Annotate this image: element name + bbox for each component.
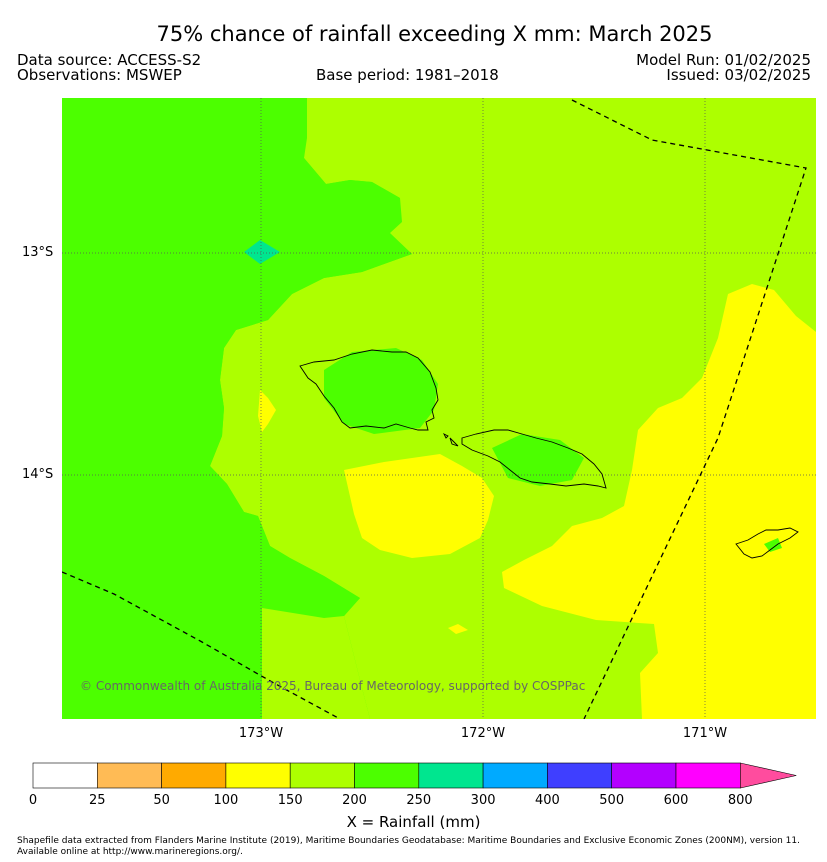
colorbar-title: X = Rainfall (mm): [346, 813, 481, 831]
colorbar: 0 25 50 100 150 200 250 300 400 500 600 800: [29, 762, 797, 806]
colorbar-swatch: [289, 762, 355, 789]
copyright-notice: © Commonwealth of Australia 2025, Bureau…: [80, 679, 585, 693]
colorbar-tick-label: 800: [728, 793, 753, 806]
colorbar-swatch: [675, 762, 741, 789]
lat-label-14s: 14°S: [22, 467, 54, 482]
colorbar-tick-label: 600: [664, 793, 689, 806]
colorbar-tick-label: 25: [89, 793, 106, 806]
colorbar-tick-label: 0: [29, 793, 37, 806]
colorbar-swatch: [547, 762, 613, 789]
footer-credit: Shapefile data extracted from Flanders M…: [17, 836, 800, 846]
colorbar-swatch: [418, 762, 484, 789]
rainfall-map: © Commonwealth of Australia 2025, Bureau…: [62, 98, 816, 719]
map-title: 75% chance of rainfall exceeding X mm: M…: [156, 22, 713, 46]
colorbar-tick-label: 100: [213, 793, 238, 806]
issued-date-text: Issued: 03/02/2025: [666, 66, 811, 84]
colorbar-swatch: [482, 762, 548, 789]
colorbar-tick-label: 500: [599, 793, 624, 806]
lon-label-173w: 173°W: [238, 726, 284, 741]
colorbar-tick-label: 50: [153, 793, 170, 806]
base-period-text: Base period: 1981–2018: [316, 66, 499, 84]
footer-url: Available online at http://www.marinereg…: [17, 847, 243, 857]
island-outlines: [299, 349, 799, 559]
colorbar-swatch: [611, 762, 677, 789]
lat-label-13s: 13°S: [22, 245, 54, 260]
observations-text: Observations: MSWEP: [17, 66, 182, 84]
lon-label-172w: 172°W: [460, 726, 506, 741]
colorbar-tick-label: 200: [342, 793, 367, 806]
colorbar-swatch: [225, 762, 291, 789]
rain-zone-100-150: [502, 284, 816, 719]
colorbar-swatch: [97, 762, 162, 789]
colorbar-tick-label: 400: [535, 793, 560, 806]
colorbar-tick-label: 150: [278, 793, 303, 806]
colorbar-tick-label: 300: [471, 793, 496, 806]
colorbar-swatch: [32, 762, 98, 789]
lon-label-171w: 171°W: [682, 726, 728, 741]
model-run-text: Model Run: 01/02/2025: [636, 51, 811, 69]
data-source-text: Data source: ACCESS-S2: [17, 51, 202, 69]
eez-boundary: [62, 99, 807, 719]
colorbar-swatch: [354, 762, 420, 789]
colorbar-swatch: [161, 762, 227, 789]
colorbar-extend-arrow: [740, 762, 797, 789]
colorbar-tick-label: 250: [406, 793, 431, 806]
